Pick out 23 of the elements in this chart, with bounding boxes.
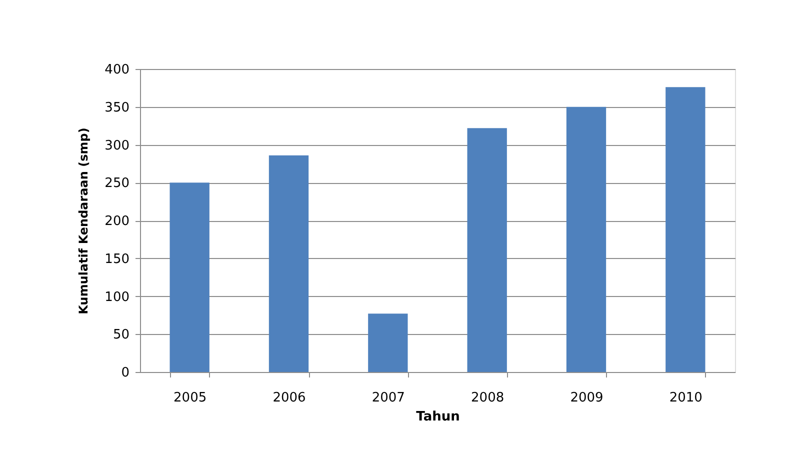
y-axis-title: Kumulatif Kendaraan (smp) [76, 128, 91, 314]
y-tick-label: 350 [104, 100, 130, 116]
bar [170, 182, 210, 372]
bar [368, 314, 408, 372]
x-tick-label: 2007 [372, 390, 405, 406]
x-axis-title: Tahun [416, 410, 460, 424]
y-tick-label: 0 [121, 366, 130, 380]
y-tick-label: 50 [112, 328, 130, 343]
bar [268, 155, 309, 372]
bar [666, 87, 706, 372]
y-tick-label: 200 [104, 214, 130, 229]
bar [467, 128, 507, 372]
x-tick-label: 2006 [272, 390, 306, 406]
bar [566, 106, 606, 372]
y-tick-label: 250 [104, 176, 130, 192]
y-tick-label: 150 [104, 252, 130, 267]
x-tick-label: 2010 [669, 390, 702, 406]
x-tick-label: 2005 [174, 390, 207, 406]
y-tick-label: 400 [104, 62, 130, 78]
x-tick-label: 2008 [471, 390, 504, 406]
y-tick-label: 100 [104, 290, 130, 305]
y-tick-label: 300 [104, 138, 130, 154]
x-tick-label: 2009 [570, 390, 604, 406]
